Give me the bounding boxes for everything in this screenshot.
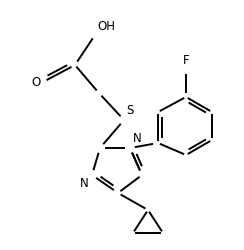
Text: OH: OH [97, 20, 115, 33]
Text: N: N [80, 177, 89, 190]
Text: S: S [126, 104, 133, 117]
Text: F: F [183, 54, 189, 67]
Text: O: O [32, 76, 41, 88]
Text: N: N [133, 132, 142, 145]
